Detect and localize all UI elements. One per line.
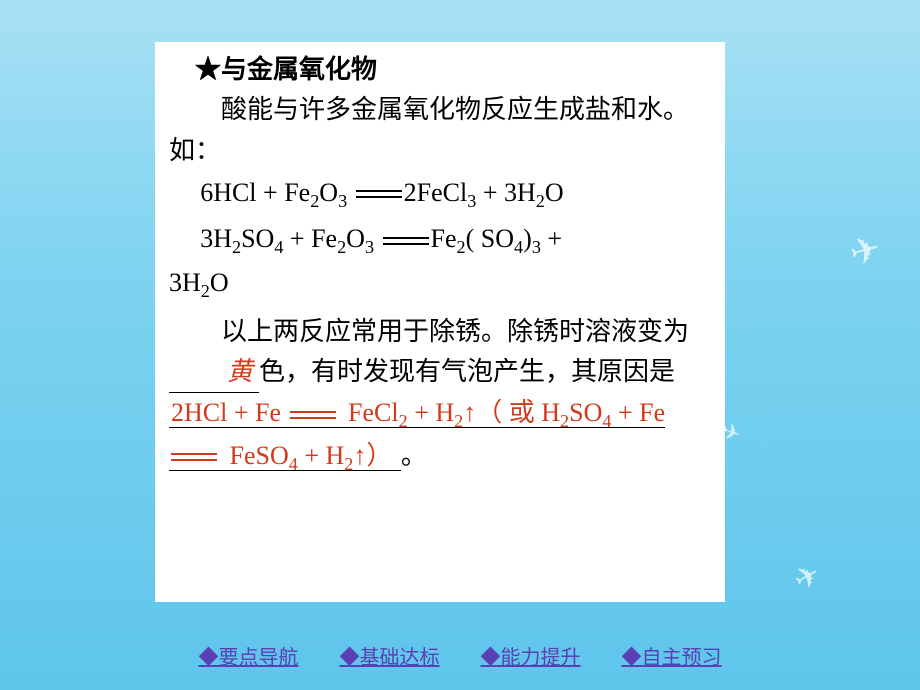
paper-plane-icon: ✈ [845,227,885,275]
equals-icon [356,188,402,201]
question-text: 以上两反应常用于除锈。除锈时溶液变为黄色，有时发现有气泡产生，其原因是 2HCl… [169,312,711,478]
equation-2-cont: 3H2O [169,263,711,305]
answer-text: FeSO4 + H2↑） [228,441,401,471]
bottom-nav: ◆要点导航 ◆基础达标 ◆能力提升 ◆自主预习 [0,641,920,670]
answer-text: 2HCl + Fe [169,398,346,428]
section-heading: ★与金属氧化物 [195,50,711,90]
period: 。 [401,441,427,470]
paper-plane-icon: ✈ [788,556,827,599]
content-panel: ★与金属氧化物 酸能与许多金属氧化物反应生成盐和水。如： 6HCl + Fe2O… [155,42,725,602]
equation-1: 6HCl + Fe2O3 2FeCl3 + 3H2O [200,171,711,217]
nav-link-preview[interactable]: ◆自主预习 [622,647,722,669]
nav-link-ability[interactable]: ◆能力提升 [481,647,581,669]
nav-link-basics[interactable]: ◆基础达标 [340,647,440,669]
equals-icon [171,451,217,464]
equals-icon [383,235,429,248]
equals-icon [290,409,336,422]
equation-2: 3H2SO4 + Fe2O3 Fe2( SO4)3 + [200,217,711,263]
fill-blank-color: 黄 [169,352,259,393]
intro-text: 酸能与许多金属氧化物反应生成盐和水。如： [169,90,711,171]
nav-link-keypoints[interactable]: ◆要点导航 [199,647,299,669]
